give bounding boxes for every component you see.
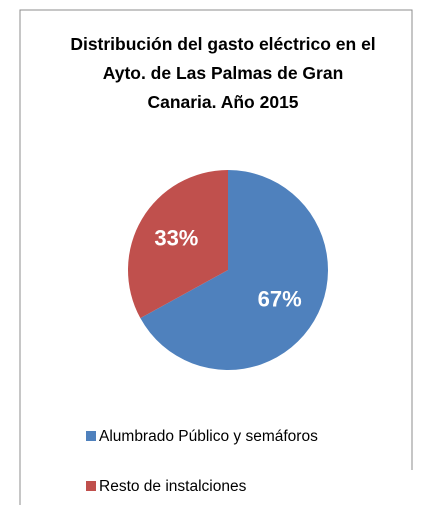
legend-swatch (86, 431, 96, 441)
legend-label: Alumbrado Público y semáforos (99, 428, 318, 445)
chart-border (19, 9, 413, 505)
legend-label: Resto de instalciones (99, 478, 247, 495)
data-label: 67% (258, 286, 302, 311)
chart-title: Distribución del gasto eléctrico en el A… (70, 34, 376, 112)
pie-slice (128, 170, 228, 319)
legend-swatch (86, 481, 96, 491)
pie-slice (140, 170, 329, 370)
data-label: 33% (154, 225, 198, 250)
